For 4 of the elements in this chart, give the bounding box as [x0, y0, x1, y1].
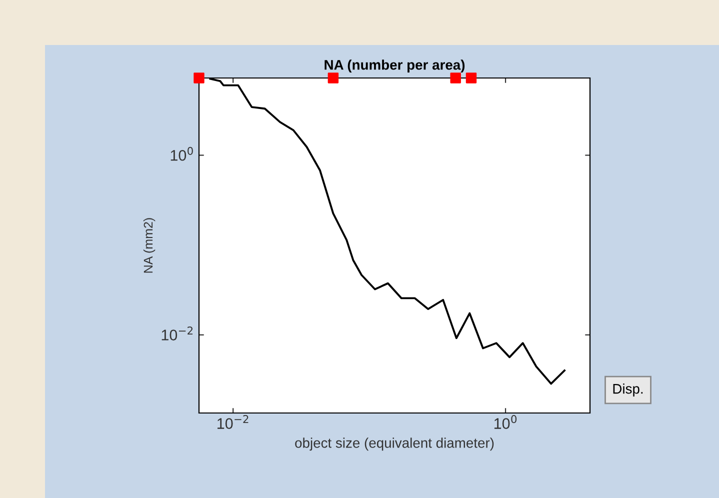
text: Disp. [613, 384, 643, 396]
y-axis-title: NA (mm2) [143, 218, 156, 273]
x-axis-title: object size (equivalent diameter) [295, 438, 494, 451]
chart-title: NA (number per area) [324, 60, 465, 73]
